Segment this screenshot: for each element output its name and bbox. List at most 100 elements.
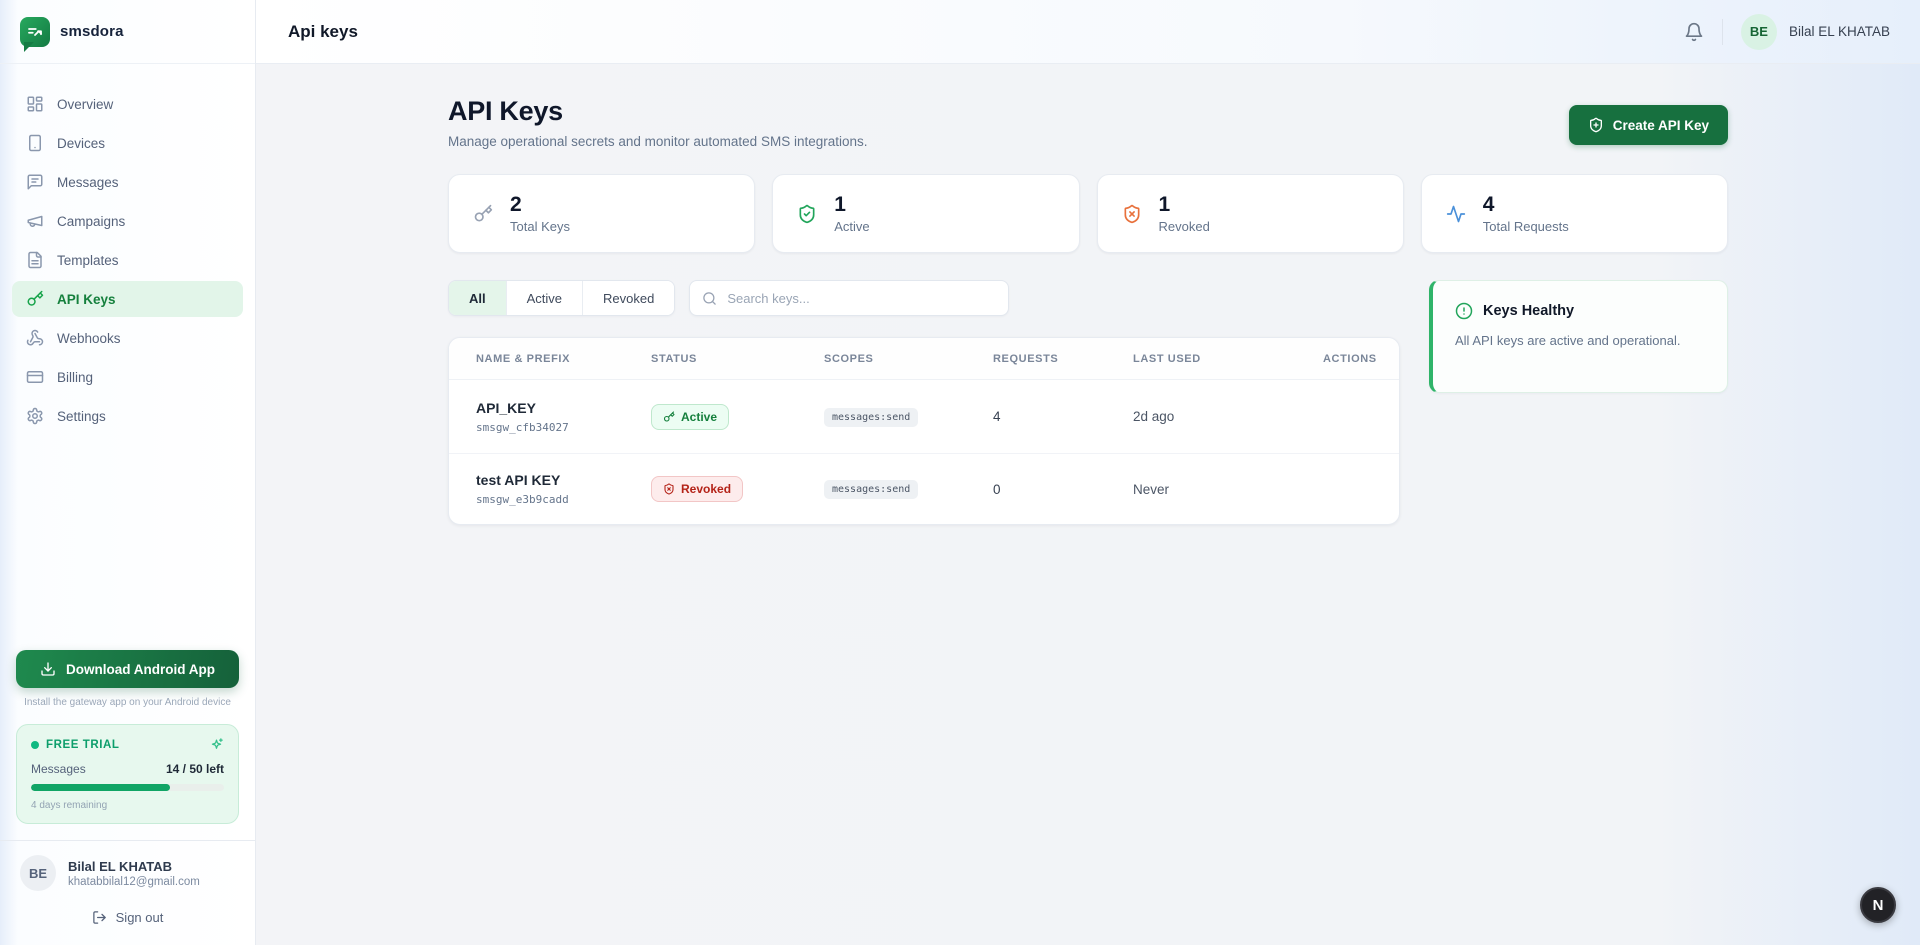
last-used: 2d ago — [1133, 409, 1175, 424]
sidebar-item-api-keys[interactable]: API Keys — [12, 281, 243, 317]
smsdora-logo-icon — [20, 16, 50, 52]
dashboard-icon — [26, 95, 44, 113]
table-row: test API KEY smsgw_e3b9cadd Revoked — [449, 454, 1399, 524]
tab-active[interactable]: Active — [506, 281, 584, 315]
webhook-icon — [26, 329, 44, 347]
table-header-row: NAME & PREFIX STATUS SCOPES REQUESTS LAS… — [449, 338, 1399, 380]
sidebar-item-campaigns[interactable]: Campaigns — [12, 203, 243, 239]
api-keys-table: NAME & PREFIX STATUS SCOPES REQUESTS LAS… — [448, 337, 1400, 525]
brand-logo: smsdora — [0, 0, 255, 64]
trial-progress-track — [31, 784, 224, 791]
stat-card-revoked: 1 Revoked — [1096, 174, 1404, 253]
shield-plus-icon — [1588, 117, 1604, 133]
key-name: test API KEY — [476, 472, 561, 488]
sidebar-item-templates[interactable]: Templates — [12, 242, 243, 278]
sidebar-item-settings[interactable]: Settings — [12, 398, 243, 434]
bell-icon[interactable] — [1684, 22, 1704, 42]
megaphone-icon — [26, 212, 44, 230]
smartphone-icon — [26, 134, 44, 152]
search-icon — [702, 291, 717, 306]
sidebar-nav: Overview Devices Messages Campaigns — [0, 64, 255, 444]
main-column: Api keys BE Bilal EL KHATAB API Keys Man… — [256, 0, 1920, 945]
stats-row: 2 Total Keys 1 Active — [448, 174, 1728, 253]
column-header: LAST USED — [1133, 352, 1201, 365]
sparkles-icon — [209, 737, 224, 752]
keys-healthy-card: Keys Healthy All API keys are active and… — [1429, 280, 1728, 393]
sidebar-item-messages[interactable]: Messages — [12, 164, 243, 200]
requests-count: 0 — [993, 481, 1001, 497]
download-icon — [40, 661, 56, 677]
download-android-app-button[interactable]: Download Android App — [16, 650, 239, 688]
free-trial-card: FREE TRIAL Messages 14 / 50 left 4 days … — [16, 724, 239, 824]
page-title: API Keys — [448, 96, 563, 126]
sidebar-item-label: Overview — [57, 96, 114, 112]
create-api-key-label: Create API Key — [1612, 117, 1709, 133]
search-input[interactable] — [727, 290, 997, 306]
message-icon — [26, 173, 44, 191]
key-prefix: smsgw_e3b9cadd — [476, 493, 569, 506]
column-header: STATUS — [651, 352, 697, 365]
last-used: Never — [1133, 481, 1170, 497]
avatar: BE — [20, 855, 56, 891]
stat-label: Total Keys — [510, 219, 570, 235]
key-name: API_KEY — [476, 399, 536, 416]
scope-chip: messages:send — [824, 480, 919, 499]
filter-row: All Active Revoked — [448, 280, 1400, 316]
key-icon — [26, 290, 44, 308]
stat-label: Revoked — [1158, 219, 1210, 235]
user-name: Bilal EL KHATAB — [68, 858, 173, 874]
top-header: Api keys BE Bilal EL KHATAB — [256, 0, 1920, 64]
column-header: ACTIONS — [1323, 352, 1377, 365]
key-icon — [663, 410, 675, 423]
requests-count: 4 — [993, 409, 1001, 424]
header-user-menu[interactable]: BE Bilal EL KHATAB — [1740, 13, 1890, 50]
column-header: NAME & PREFIX — [476, 352, 571, 365]
scope-chip: messages:send — [824, 407, 919, 427]
sign-out-label: Sign out — [115, 910, 164, 925]
gear-icon — [26, 407, 44, 425]
sidebar-item-label: Messages — [57, 174, 119, 190]
trial-badge-label: FREE TRIAL — [46, 738, 120, 751]
stat-value: 1 — [1158, 192, 1171, 216]
stat-label: Total Requests — [1482, 219, 1569, 235]
sidebar-item-label: Templates — [57, 252, 119, 268]
file-text-icon — [26, 251, 44, 269]
activity-icon — [1446, 204, 1466, 224]
sidebar-item-devices[interactable]: Devices — [12, 125, 243, 161]
status-label: Active — [681, 409, 718, 424]
sidebar-item-billing[interactable]: Billing — [12, 359, 243, 395]
trial-remaining: 4 days remaining — [31, 800, 108, 811]
sidebar: smsdora Overview Devices Messages — [0, 0, 256, 945]
page-header-title: Api keys — [288, 21, 358, 41]
sidebar-item-webhooks[interactable]: Webhooks — [12, 320, 243, 356]
sidebar-bottom: Download Android App Install the gateway… — [0, 650, 255, 945]
stat-card-total-keys: 2 Total Keys — [448, 174, 756, 253]
header-user-name: Bilal EL KHATAB — [1788, 24, 1890, 39]
tab-all[interactable]: All — [449, 281, 507, 315]
brand-name: smsdora — [60, 23, 124, 40]
avatar: BE — [1740, 13, 1777, 50]
key-icon — [473, 204, 493, 224]
trial-metric-value: 14 / 50 left — [165, 762, 224, 776]
sidebar-item-label: Campaigns — [57, 213, 126, 229]
sidebar-item-label: Devices — [57, 135, 106, 151]
stat-value: 1 — [834, 192, 846, 216]
trial-metric-label: Messages — [31, 762, 86, 776]
sidebar-item-overview[interactable]: Overview — [12, 86, 243, 122]
shield-x-icon — [663, 483, 675, 495]
info-icon — [1455, 302, 1473, 320]
sidebar-item-label: API Keys — [57, 291, 116, 307]
stat-card-active: 1 Active — [772, 174, 1080, 253]
status-badge: Active — [651, 403, 730, 430]
tab-revoked[interactable]: Revoked — [583, 281, 675, 315]
nextjs-dev-badge[interactable]: N — [1860, 887, 1896, 923]
sign-out-button[interactable]: Sign out — [0, 897, 255, 945]
header-divider — [1721, 18, 1723, 45]
shield-check-icon — [797, 204, 817, 224]
sidebar-item-label: Webhooks — [57, 330, 121, 346]
trial-status-dot — [31, 740, 39, 749]
page-subtitle: Manage operational secrets and monitor a… — [448, 134, 868, 149]
create-api-key-button[interactable]: Create API Key — [1568, 105, 1728, 145]
status-label: Revoked — [681, 482, 732, 496]
